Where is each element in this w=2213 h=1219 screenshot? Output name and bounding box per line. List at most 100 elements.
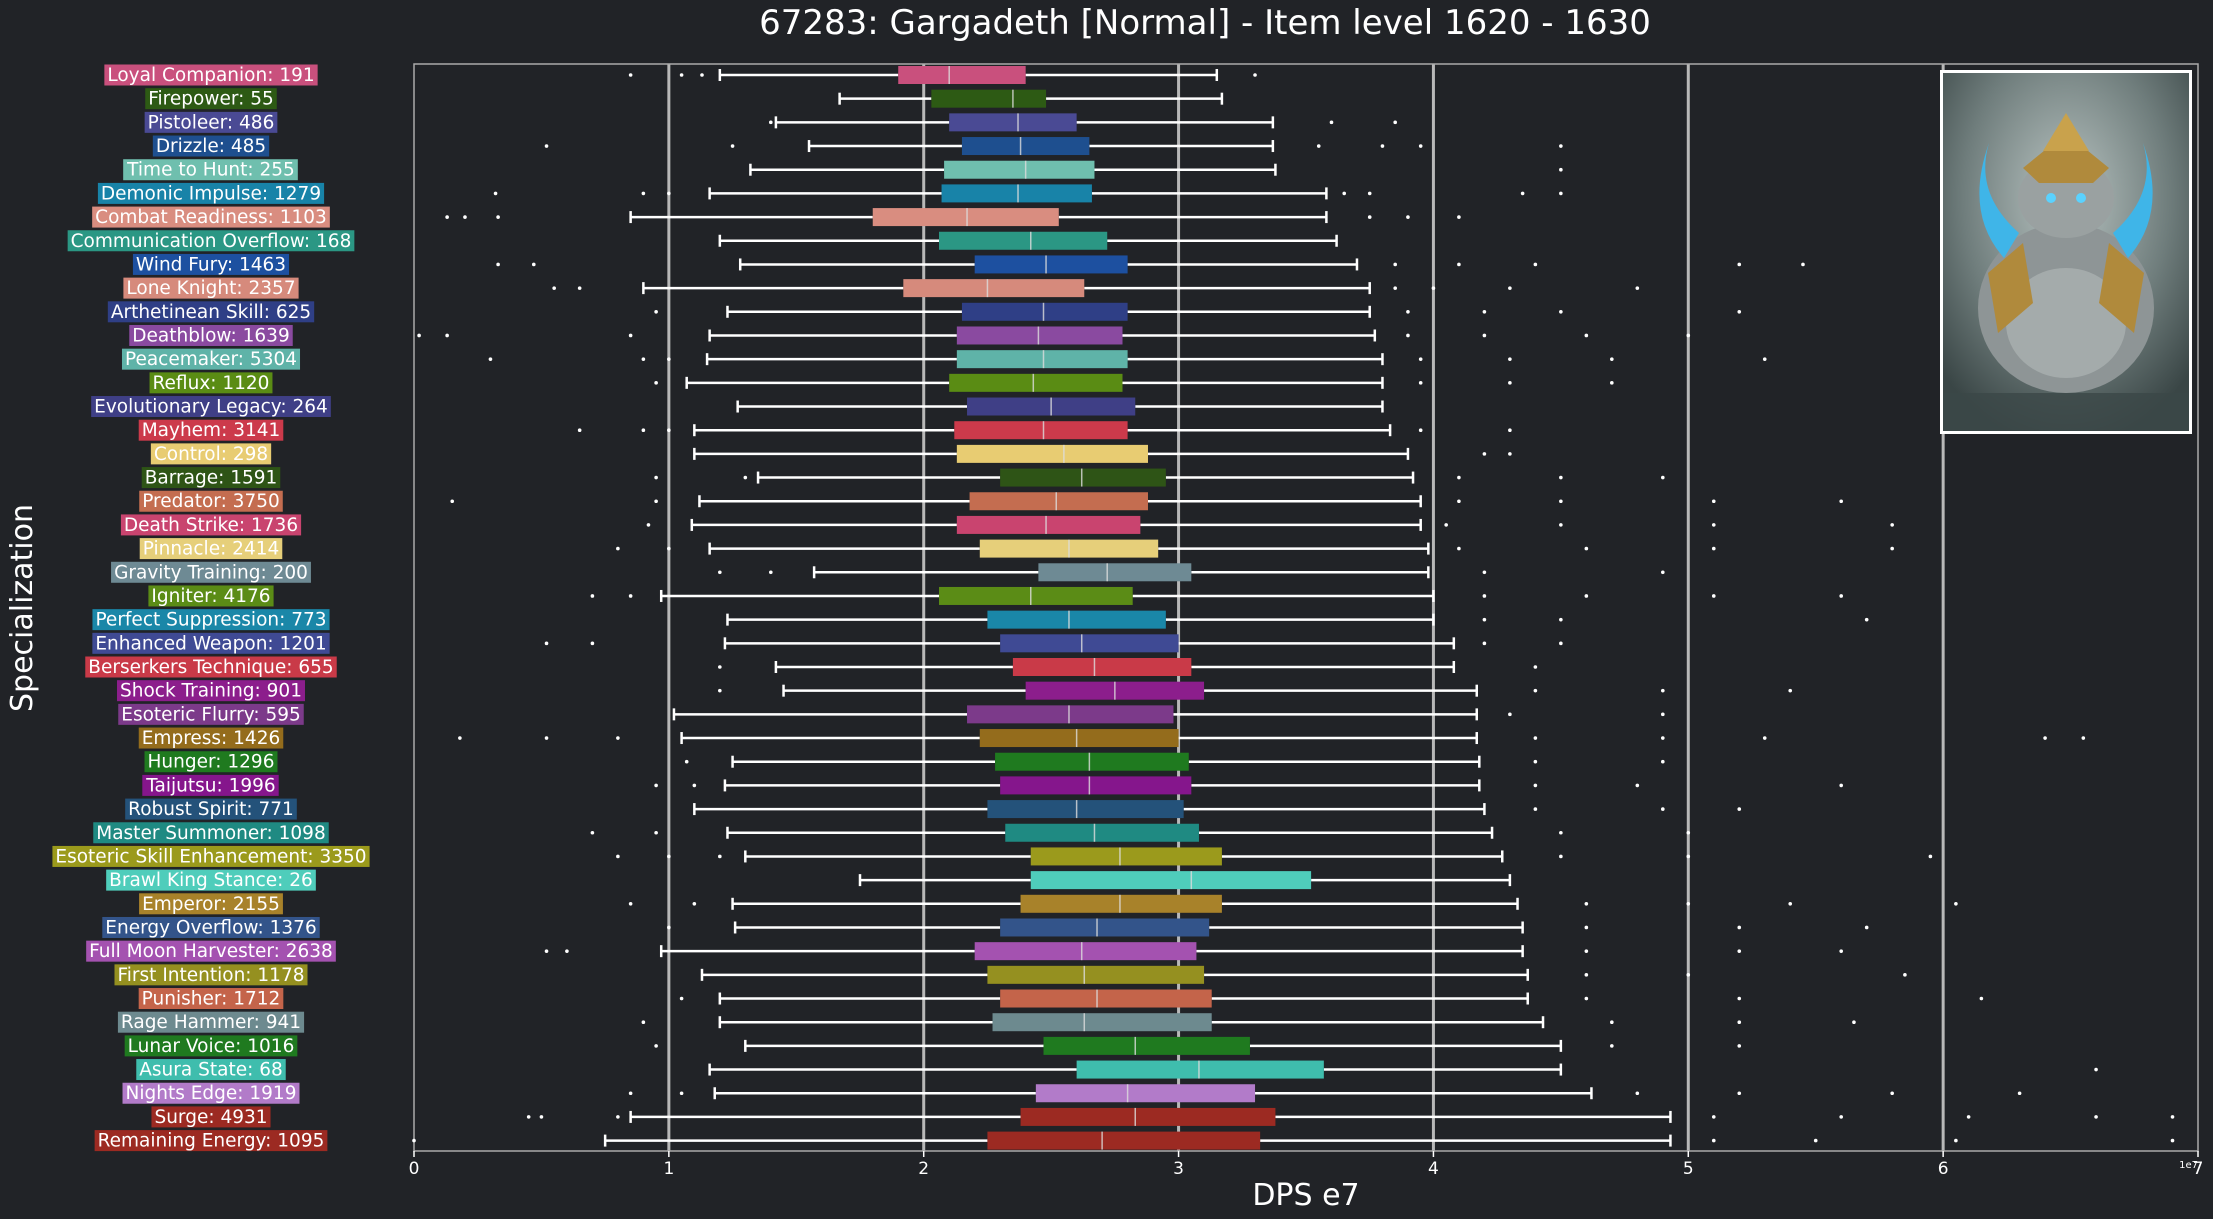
- category-label-bg: [52, 845, 370, 867]
- box-row: [718, 681, 1793, 700]
- x-tick-label: 5: [1683, 1159, 1694, 1179]
- outlier-point: [743, 475, 748, 480]
- category-label: Asura State: 68: [139, 1060, 282, 1081]
- outlier-point: [1584, 333, 1589, 338]
- category-label: Igniter: 4176: [151, 586, 270, 607]
- category-label-bg: [152, 135, 270, 157]
- category-label: Communication Overflow: 168: [71, 231, 352, 252]
- category-label-bg: [67, 230, 355, 252]
- iqr-box: [956, 515, 1141, 534]
- iqr-box: [995, 752, 1189, 771]
- category-label: Predator: 3750: [142, 491, 280, 512]
- outlier-point: [718, 570, 722, 575]
- outlier-point: [1737, 949, 1742, 953]
- outlier-point: [1533, 665, 1538, 669]
- category-label: Loyal Companion: 191: [107, 65, 314, 86]
- category-label-bg: [114, 964, 308, 986]
- outlier-point: [654, 783, 658, 788]
- outlier-point: [1482, 641, 1487, 646]
- outlier-point: [1737, 262, 1742, 267]
- outlier-point: [1711, 523, 1716, 527]
- category-label: Nights Edge: 1919: [126, 1083, 297, 1104]
- outlier-point: [1457, 215, 1461, 219]
- box-row: [493, 184, 1563, 203]
- outlier-point: [1559, 475, 1563, 480]
- category-label: Robust Spirit: 771: [128, 799, 294, 820]
- iqr-box: [954, 421, 1128, 440]
- outlier-point: [1367, 191, 1372, 196]
- category-label-bg: [144, 751, 278, 773]
- outlier-point: [1533, 807, 1538, 811]
- box-row: [577, 421, 1512, 440]
- category-label: Esoteric Flurry: 595: [121, 704, 301, 725]
- outlier-point: [1457, 475, 1461, 480]
- category-label: Brawl King Stance: 26: [109, 870, 313, 891]
- category-label-bg: [141, 467, 281, 489]
- outlier-point: [531, 262, 536, 267]
- outlier-point: [1559, 167, 1563, 172]
- outlier-point: [2043, 736, 2047, 740]
- outlier-point: [654, 1044, 658, 1048]
- outlier-point: [616, 1115, 620, 1119]
- outlier-point: [1737, 1020, 1742, 1024]
- box-row: [654, 776, 1843, 795]
- category-label-bg: [106, 869, 316, 891]
- category-label-bg: [86, 940, 336, 962]
- outlier-point: [1954, 1138, 1958, 1143]
- outlier-point: [718, 854, 722, 859]
- x-tick-label: 3: [1173, 1159, 1184, 1179]
- outlier-point: [1584, 973, 1589, 977]
- category-label: Deathblow: 1639: [132, 325, 289, 346]
- category-label: Taijutsu: 1996: [145, 775, 275, 796]
- outlier-point: [1610, 1044, 1614, 1048]
- box-row: [552, 279, 1640, 298]
- outlier-point: [1839, 1115, 1843, 1119]
- outlier-point: [1635, 286, 1640, 290]
- outlier-point: [1839, 594, 1843, 598]
- category-label-bg: [145, 88, 277, 110]
- box-row: [450, 492, 1843, 511]
- x-tick-label: 2: [918, 1159, 929, 1179]
- box-row: [488, 350, 1767, 369]
- outlier-point: [692, 902, 697, 906]
- category-label: Surge: 4931: [154, 1107, 267, 1128]
- iqr-box: [956, 444, 1148, 463]
- iqr-box: [956, 350, 1128, 369]
- category-label-bg: [123, 159, 298, 181]
- category-label-bg: [118, 703, 304, 725]
- outlier-point: [1482, 594, 1487, 598]
- outlier-point: [1610, 357, 1614, 361]
- outlier-point: [463, 215, 467, 219]
- category-label-bg: [123, 277, 299, 299]
- outlier-point: [718, 688, 722, 693]
- outlier-point: [1686, 333, 1691, 338]
- outlier-point: [616, 854, 620, 859]
- outlier-point: [1559, 641, 1563, 646]
- outlier-point: [417, 333, 421, 338]
- category-label-bg: [102, 916, 320, 938]
- category-label-bg: [104, 64, 318, 86]
- category-label-bg: [97, 182, 325, 204]
- iqr-box: [961, 137, 1090, 156]
- outlier-point: [1584, 594, 1589, 598]
- category-label-bg: [150, 443, 272, 465]
- outlier-point: [1686, 830, 1691, 835]
- box-row: [445, 208, 1461, 227]
- outlier-point: [1533, 688, 1538, 693]
- outlier-point: [1457, 546, 1461, 551]
- outlier-point: [496, 215, 500, 219]
- box-row: [749, 160, 1563, 179]
- outlier-point: [641, 191, 646, 196]
- outlier-point: [730, 144, 735, 148]
- outlier-point: [577, 286, 582, 290]
- category-label-bg: [138, 419, 284, 441]
- category-label: First Intention: 1178: [118, 965, 305, 986]
- outlier-point: [646, 523, 651, 527]
- iqr-box: [987, 610, 1166, 629]
- category-label-bg: [107, 301, 315, 323]
- outlier-point: [667, 357, 671, 361]
- outlier-point: [1367, 215, 1372, 219]
- iqr-box: [1000, 918, 1210, 937]
- outlier-point: [1635, 1091, 1640, 1096]
- outlier-point: [654, 475, 658, 480]
